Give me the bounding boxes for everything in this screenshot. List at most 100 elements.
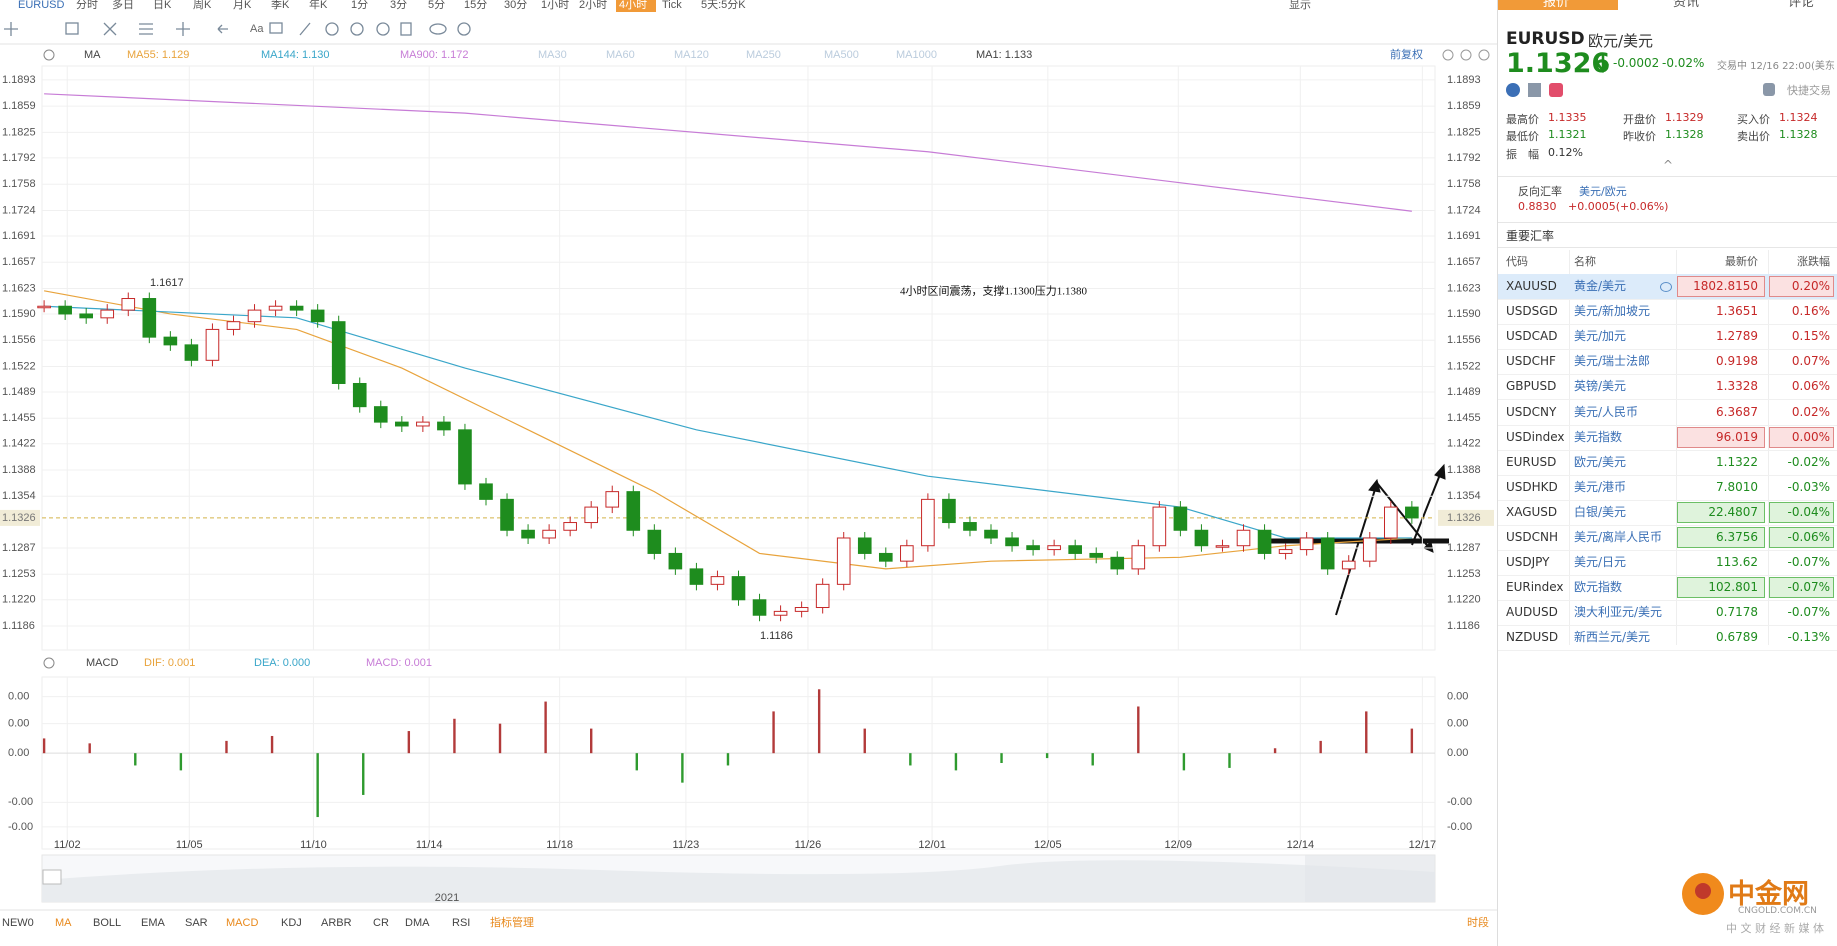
y-tick-label: 1.1220 xyxy=(1447,594,1481,606)
table-row[interactable]: USDSGD 美元/新加坡元 1.3651 0.16% xyxy=(1498,299,1837,326)
y-tick-label: 0.00 xyxy=(1447,691,1468,703)
table-row[interactable]: USDJPY 美元/日元 113.62 -0.07% xyxy=(1498,550,1837,577)
candle-body xyxy=(1026,545,1040,551)
settings-icon[interactable] xyxy=(43,657,55,669)
period-tab[interactable]: 周K xyxy=(193,0,212,11)
active-tab-bg xyxy=(1498,0,1618,10)
font-tool[interactable]: Aa xyxy=(250,23,264,35)
settings-icon[interactable] xyxy=(457,22,471,36)
table-row[interactable]: USDCHF 美元/瑞士法郎 0.9198 0.07% xyxy=(1498,349,1837,376)
period-tab[interactable]: 15分 xyxy=(464,0,487,11)
macd-bar xyxy=(316,753,319,818)
cell: 0.9198 xyxy=(1716,354,1758,369)
indicator-button[interactable]: SAR xyxy=(185,917,208,929)
indicator-button[interactable]: ARBR xyxy=(321,917,352,929)
zoom-out-icon[interactable] xyxy=(1460,49,1472,61)
adjust-mode[interactable]: 前复权 xyxy=(1390,47,1423,61)
indicator-button[interactable]: DMA xyxy=(405,917,430,929)
period-tab[interactable]: 3分 xyxy=(390,0,407,11)
globe-icon[interactable] xyxy=(1506,83,1520,97)
candle-body xyxy=(79,313,94,319)
pen-icon[interactable] xyxy=(299,22,311,36)
period-tab[interactable]: 5分 xyxy=(428,0,445,11)
doc-icon[interactable] xyxy=(1528,83,1541,97)
period-tab[interactable]: 日K xyxy=(153,0,172,11)
bell-icon[interactable] xyxy=(1763,83,1775,96)
table-row[interactable]: NZDUSD 新西兰元/美元 0.6789 -0.13% xyxy=(1498,625,1837,652)
display-menu[interactable]: 显示 xyxy=(1289,0,1311,11)
navigator-handle[interactable] xyxy=(42,869,62,885)
period-tab[interactable]: 4小时 xyxy=(619,0,647,11)
divider xyxy=(1498,222,1837,223)
table-row[interactable]: USDindex 美元指数 96.019 0.00% xyxy=(1498,425,1837,451)
cell: 英镑/美元 xyxy=(1574,379,1627,394)
legend-inactive: MA60 xyxy=(606,49,635,61)
crosshair-icon[interactable] xyxy=(4,22,18,36)
magnet-icon[interactable] xyxy=(325,22,339,36)
measure-icon[interactable] xyxy=(176,22,190,36)
fav-icon[interactable] xyxy=(1549,83,1563,97)
draw-icon[interactable] xyxy=(65,22,79,35)
cell: 0.16% xyxy=(1791,304,1830,319)
period-button[interactable]: 时段 xyxy=(1467,915,1489,929)
reset-icon[interactable] xyxy=(1442,49,1454,61)
period-tab[interactable]: 分时 xyxy=(76,0,98,11)
panel-tab[interactable]: 报价 xyxy=(1543,0,1570,10)
trash-icon[interactable] xyxy=(400,22,412,36)
table-row[interactable]: EURindex 欧元指数 102.801 -0.07% xyxy=(1498,575,1837,602)
x-tick-label: 12/01 xyxy=(918,839,946,851)
table-row[interactable]: USDCNH 美元/离岸人民币 6.3756 -0.06% xyxy=(1498,525,1837,551)
cell: -0.04% xyxy=(1787,504,1830,519)
hide-icon[interactable] xyxy=(376,22,390,36)
indicator-button[interactable]: NEW0 xyxy=(2,917,34,929)
y-tick-label: 1.1590 xyxy=(2,308,36,320)
period-tab[interactable]: 1小时 xyxy=(541,0,569,11)
lock-icon[interactable] xyxy=(350,22,364,36)
indicator-button[interactable]: BOLL xyxy=(93,917,121,929)
period-tab[interactable]: 多日 xyxy=(112,0,134,11)
y-tick-label: 1.1253 xyxy=(1447,568,1481,580)
navigator-window[interactable] xyxy=(1305,855,1435,902)
indicator-button[interactable]: MA xyxy=(55,917,72,929)
zoom-in-icon[interactable] xyxy=(1478,49,1490,61)
period-tab[interactable]: 月K xyxy=(233,0,252,11)
period-tab[interactable]: 2小时 xyxy=(579,0,607,11)
line-icon[interactable] xyxy=(103,22,117,36)
indicator-button[interactable]: KDJ xyxy=(281,917,302,929)
candle-body xyxy=(310,309,325,323)
header-cell: 涨跌幅 xyxy=(1797,255,1830,268)
candle-body xyxy=(205,328,220,361)
level-icon[interactable] xyxy=(139,23,153,35)
table-row[interactable]: AUDUSD 澳大利亚元/美元 0.7178 -0.07% xyxy=(1498,600,1837,627)
panel-tab[interactable]: 评论 xyxy=(1788,0,1815,10)
table-row[interactable]: XAGUSD 白银/美元 22.4807 -0.04% xyxy=(1498,500,1837,526)
table-row[interactable]: USDHKD 美元/港币 7.8010 -0.03% xyxy=(1498,475,1837,501)
table-row[interactable]: EURUSD 欧元/美元 1.1322 -0.02% xyxy=(1498,450,1837,476)
table-row[interactable]: GBPUSD 英镑/美元 1.3328 0.06% xyxy=(1498,374,1837,401)
back-icon[interactable] xyxy=(217,24,228,34)
last-price: 1.1326 xyxy=(1506,48,1611,79)
collapse[interactable]: ^ xyxy=(1663,158,1674,172)
period-tab[interactable]: 季K xyxy=(271,0,290,11)
comment-icon[interactable] xyxy=(269,22,283,34)
settings-icon[interactable] xyxy=(43,49,55,61)
view-icon[interactable] xyxy=(429,23,447,35)
x-tick-label: 11/23 xyxy=(673,839,700,851)
indicator-button[interactable]: RSI xyxy=(452,917,470,929)
macd-bar xyxy=(1045,753,1049,759)
quick-trade[interactable]: 快捷交易 xyxy=(1787,84,1831,97)
period-tab[interactable]: 年K xyxy=(309,0,328,11)
indicator-manage[interactable]: 指标管理 xyxy=(490,915,534,929)
indicator-button[interactable]: MACD xyxy=(226,917,258,929)
period-tab[interactable]: 5天:5分K xyxy=(701,0,746,11)
indicator-button[interactable]: CR xyxy=(373,917,389,929)
period-tab[interactable]: Tick xyxy=(662,0,682,11)
table-row[interactable]: USDCAD 美元/加元 1.2789 0.15% xyxy=(1498,324,1837,351)
symbol-tab[interactable]: EURUSD xyxy=(18,0,65,11)
table-row[interactable]: XAUUSD 黄金/美元 1802.8150 0.20% xyxy=(1498,274,1837,300)
indicator-button[interactable]: EMA xyxy=(141,917,166,929)
table-row[interactable]: USDCNY 美元/人民币 6.3687 0.02% xyxy=(1498,400,1837,426)
period-tab[interactable]: 1分 xyxy=(351,0,368,11)
panel-tab[interactable]: 资讯 xyxy=(1673,0,1700,10)
period-tab[interactable]: 30分 xyxy=(504,0,527,11)
